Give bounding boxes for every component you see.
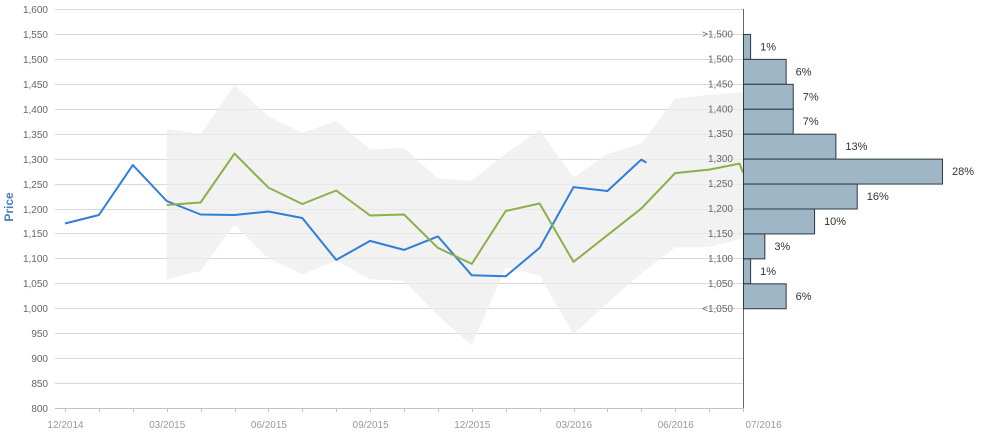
y-tick-label: 800 — [31, 404, 48, 415]
histogram-bar — [743, 233, 766, 260]
histogram-percent-label: 16% — [867, 191, 889, 203]
histogram-bar — [743, 208, 816, 235]
histogram-percent-label: 6% — [796, 66, 812, 78]
series-line-blue — [64, 158, 647, 278]
histogram-bar — [743, 58, 787, 85]
y-tick-label: 1,250 — [23, 180, 48, 191]
histogram-bar — [743, 258, 752, 285]
histogram-bin-label: 1,050 — [708, 279, 733, 290]
histogram-bin-label: 1,300 — [708, 154, 733, 165]
y-tick-label: 1,450 — [23, 80, 48, 91]
x-tick-label: 07/2016 — [746, 420, 783, 431]
forecast-band-area — [166, 85, 743, 346]
histogram-bin-label: 1,500 — [708, 54, 733, 65]
histogram-bar — [743, 83, 794, 110]
histogram-percent-label: 7% — [803, 116, 819, 128]
y-axis-label: Price — [2, 192, 16, 222]
x-tick-label: 06/2015 — [251, 420, 288, 431]
histogram-bin-label: 1,400 — [708, 104, 733, 115]
y-tick-label: 850 — [31, 379, 48, 390]
y-tick-label: 1,550 — [23, 30, 48, 41]
histogram-bar — [743, 183, 858, 210]
y-tick-label: 1,350 — [23, 130, 48, 141]
histogram-percent-label: 1% — [760, 41, 776, 53]
y-axis-ticks: 800 850 900 950 1,000 1,050 1,100 1,150 1,200 1,2… — [23, 5, 48, 415]
y-tick-label: 1,150 — [23, 229, 48, 240]
y-tick-label: 900 — [31, 354, 48, 365]
y-tick-label: 1,600 — [23, 5, 48, 16]
histogram-bar — [743, 283, 787, 310]
histogram-percent-label: 7% — [803, 91, 819, 103]
histogram-bin-label: 1,150 — [708, 229, 733, 240]
histogram-bin-label: >1,500 — [702, 29, 733, 40]
histogram-bin-label: 1,100 — [708, 254, 733, 265]
x-tick-label: 12/2015 — [454, 420, 491, 431]
x-tick-label: 03/2015 — [149, 420, 186, 431]
histogram-bar — [743, 133, 837, 160]
histogram-percent-label: 28% — [952, 166, 974, 178]
y-tick-label: 1,000 — [23, 304, 48, 315]
histogram-bin-label: 1,450 — [708, 79, 733, 90]
histogram-percent-label: 3% — [774, 241, 790, 253]
histogram-percent-label: 13% — [845, 141, 867, 153]
y-tick-label: 1,400 — [23, 105, 48, 116]
histogram-bar — [743, 33, 752, 60]
histogram-bin-label: <1,050 — [702, 304, 733, 315]
histogram-percent-label: 1% — [760, 266, 776, 278]
x-axis-ticks: 12/2014 03/2015 06/2015 09/2015 12/2015 03/20… — [47, 408, 782, 431]
series-lines — [64, 152, 744, 278]
x-tick-label: 09/2015 — [353, 420, 390, 431]
histogram-percent-label: 10% — [824, 216, 846, 228]
y-tick-label: 1,300 — [23, 155, 48, 166]
forecast-band — [166, 85, 743, 346]
x-tick-label: 06/2016 — [658, 420, 695, 431]
histogram: >1,500 1% 1,500 6% 1,450 7% 1,400 7% 1,350 13% 1,3… — [702, 29, 974, 314]
y-tick-label: 950 — [31, 329, 48, 340]
y-tick-label: 1,100 — [23, 254, 48, 265]
histogram-bin-label: 1,250 — [708, 179, 733, 190]
y-tick-label: 1,500 — [23, 55, 48, 66]
histogram-bar — [743, 108, 794, 135]
x-tick-label: 03/2016 — [556, 420, 593, 431]
histogram-bin-label: 1,350 — [708, 129, 733, 140]
series-line-green — [166, 152, 744, 265]
histogram-bar — [743, 158, 943, 185]
histogram-percent-label: 6% — [796, 291, 812, 303]
histogram-bin-label: 1,200 — [708, 204, 733, 215]
x-tick-label: 12/2014 — [47, 420, 84, 431]
y-tick-label: 1,200 — [23, 205, 48, 216]
y-tick-label: 1,050 — [23, 279, 48, 290]
